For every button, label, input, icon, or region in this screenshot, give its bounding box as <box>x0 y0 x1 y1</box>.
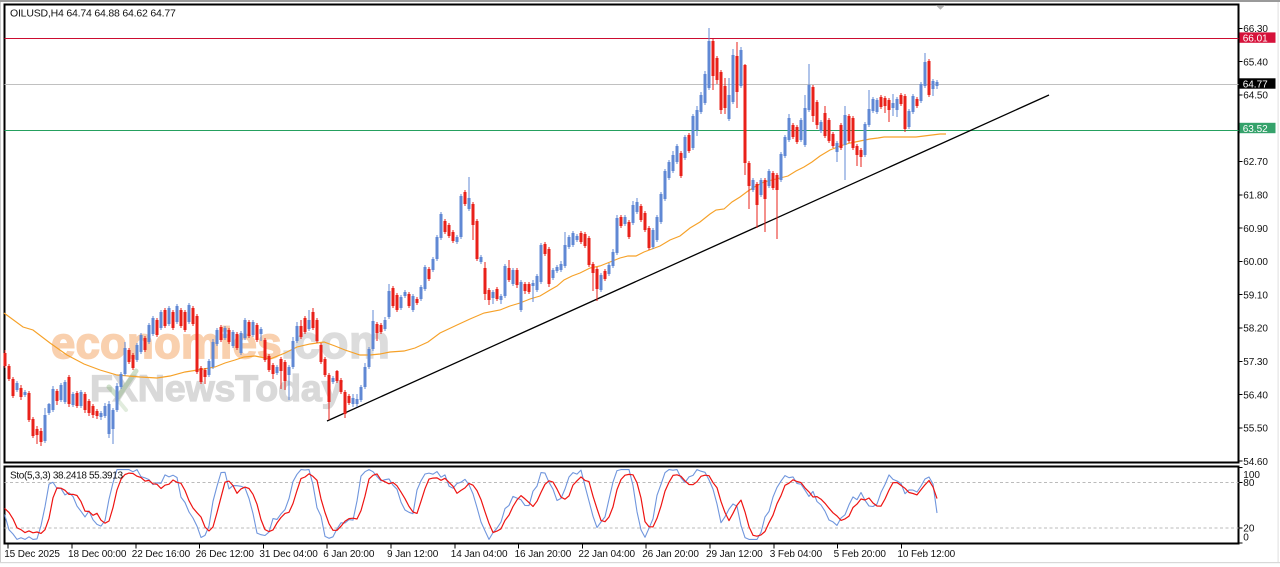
svg-text:6 Jan 20:00: 6 Jan 20:00 <box>323 549 375 560</box>
svg-text:economies: economies <box>51 320 282 368</box>
svg-text:29 Jan 12:00: 29 Jan 12:00 <box>706 549 763 560</box>
svg-text:60.90: 60.90 <box>1243 224 1268 235</box>
svg-text:62.70: 62.70 <box>1243 157 1268 168</box>
svg-text:10 Feb 12:00: 10 Feb 12:00 <box>897 549 955 560</box>
svg-text:31 Dec 04:00: 31 Dec 04:00 <box>259 549 318 560</box>
svg-text:26 Dec 12:00: 26 Dec 12:00 <box>196 549 255 560</box>
svg-text:FXNewsToday: FXNewsToday <box>90 367 343 409</box>
svg-text:64.77: 64.77 <box>1243 79 1268 90</box>
svg-text:57.30: 57.30 <box>1243 357 1268 368</box>
svg-text:56.40: 56.40 <box>1243 390 1268 401</box>
svg-text:3 Feb 04:00: 3 Feb 04:00 <box>770 549 823 560</box>
svg-text:0: 0 <box>1243 532 1249 543</box>
svg-text:64.50: 64.50 <box>1243 91 1268 102</box>
svg-text:100: 100 <box>1243 470 1260 481</box>
svg-text:58.20: 58.20 <box>1243 324 1268 335</box>
svg-text:15 Dec 2025: 15 Dec 2025 <box>4 549 60 560</box>
svg-text:26 Jan 20:00: 26 Jan 20:00 <box>642 549 699 560</box>
svg-text:66.30: 66.30 <box>1243 24 1268 35</box>
svg-text:9 Jan 12:00: 9 Jan 12:00 <box>387 549 439 560</box>
svg-text:22 Jan 04:00: 22 Jan 04:00 <box>578 549 635 560</box>
svg-text:66.01: 66.01 <box>1243 33 1268 44</box>
svg-text:18 Dec 00:00: 18 Dec 00:00 <box>68 549 127 560</box>
svg-text:16 Jan 20:00: 16 Jan 20:00 <box>515 549 572 560</box>
svg-text:60.00: 60.00 <box>1243 257 1268 268</box>
svg-text:OILUSD,H4 64.74 64.88 64.62 6: OILUSD,H4 64.74 64.88 64.62 64.77 <box>10 8 176 20</box>
svg-text:Sto(5,3,3) 38.2418 55.3913: Sto(5,3,3) 38.2418 55.3913 <box>10 471 123 482</box>
svg-text:5 Feb 20:00: 5 Feb 20:00 <box>834 549 887 560</box>
svg-text:65.40: 65.40 <box>1243 57 1268 68</box>
svg-text:59.10: 59.10 <box>1243 290 1268 301</box>
svg-text:61.80: 61.80 <box>1243 191 1268 202</box>
svg-text:63.52: 63.52 <box>1243 124 1268 135</box>
svg-text:54.60: 54.60 <box>1243 457 1268 468</box>
svg-text:22 Dec 16:00: 22 Dec 16:00 <box>132 549 191 560</box>
svg-text:80: 80 <box>1243 478 1255 489</box>
svg-text:14 Jan 04:00: 14 Jan 04:00 <box>451 549 508 560</box>
svg-text:55.50: 55.50 <box>1243 424 1268 435</box>
svg-text:20: 20 <box>1243 524 1255 535</box>
